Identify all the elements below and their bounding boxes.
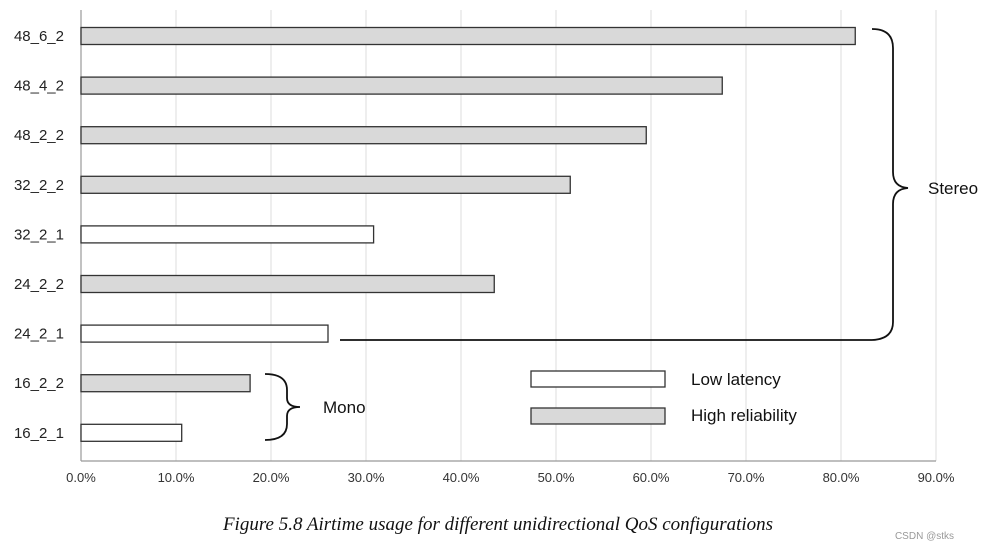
category-label: 32_2_2 [14, 177, 64, 194]
mono-label: Mono [323, 398, 366, 417]
legend-swatch-low-latency [530, 370, 666, 388]
category-label: 32_2_1 [14, 226, 64, 243]
bar-24_2_2 [80, 274, 495, 294]
category-label: 48_6_2 [14, 28, 64, 45]
bar-24_2_1 [80, 324, 329, 343]
bar-48_4_2 [80, 76, 723, 95]
bar-32_2_1 [80, 225, 375, 244]
x-tick-label: 30.0% [348, 470, 385, 485]
figure-caption: Figure 5.8 Airtime usage for different u… [222, 514, 774, 535]
category-label: 48_2_2 [14, 127, 64, 144]
category-label: 48_4_2 [14, 78, 64, 95]
bar-48_6_2 [80, 26, 856, 46]
x-tick-label: 70.0% [728, 470, 765, 485]
legend: Low latency High reliability [530, 370, 797, 425]
watermark: CSDN @stks [894, 531, 954, 542]
x-tick-label: 20.0% [253, 470, 290, 485]
category-label: 16_2_2 [14, 375, 64, 392]
bar-32_2_2 [80, 175, 571, 194]
legend-swatch-high-reliability [530, 407, 666, 425]
x-tick-label: 40.0% [443, 470, 480, 485]
bar-48_2_2 [80, 126, 647, 145]
category-label: 16_2_1 [14, 425, 64, 442]
category-label: 24_2_2 [14, 276, 64, 293]
category-labels: 48_6_2 48_4_2 48_2_2 32_2_2 32_2_1 24_2_2 24_2… [14, 28, 64, 442]
stereo-brace [340, 28, 909, 341]
legend-label-high-reliability: High reliability [691, 406, 797, 425]
x-tick-label: 90.0% [918, 470, 955, 485]
x-tick-label: 10.0% [158, 470, 195, 485]
legend-label-low-latency: Low latency [691, 370, 781, 389]
bar-16_2_2 [80, 374, 251, 393]
x-tick-label: 50.0% [538, 470, 575, 485]
x-tick-label: 80.0% [823, 470, 860, 485]
bars [80, 26, 856, 442]
x-tick-label: 60.0% [633, 470, 670, 485]
category-label: 24_2_1 [14, 326, 64, 343]
mono-brace [264, 373, 301, 441]
bar-16_2_1 [80, 423, 183, 442]
x-tick-label: 0.0% [66, 470, 96, 485]
stereo-label: Stereo [928, 179, 978, 198]
